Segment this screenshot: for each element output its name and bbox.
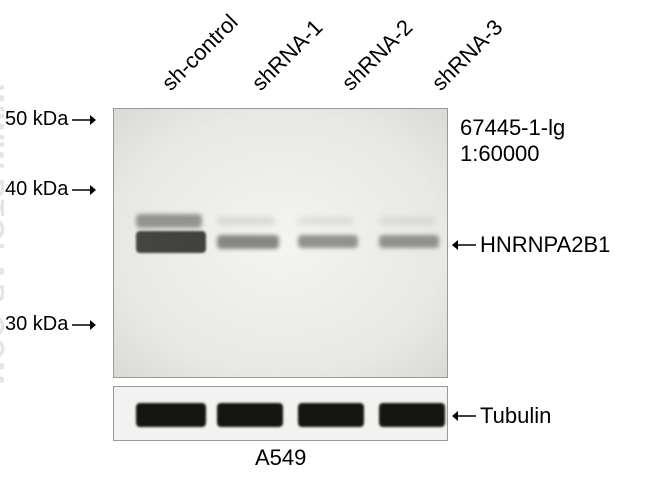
mw-marker: 40 kDa xyxy=(5,178,96,201)
mw-marker-label: 40 kDa xyxy=(5,178,68,201)
lane-label: shRNA-3 xyxy=(427,21,502,96)
protein-name: HNRNPA2B1 xyxy=(480,232,610,258)
arrow-left-icon xyxy=(452,238,476,252)
arrow-right-icon xyxy=(72,183,96,197)
mw-marker-label: 30 kDa xyxy=(5,313,68,336)
blot-band xyxy=(136,214,202,228)
main-blot-panel xyxy=(113,108,448,378)
antibody-info: 67445-1-lg 1:60000 xyxy=(460,115,565,167)
blot-band xyxy=(379,217,435,225)
blot-band xyxy=(136,231,206,253)
blot-band xyxy=(298,217,354,225)
protein-name: Tubulin xyxy=(480,403,551,429)
target-protein-label: HNRNPA2B1 xyxy=(452,232,610,258)
western-blot-figure: WWW.PTGLAB.COM sh-control shRNA-1 shRNA-… xyxy=(0,0,650,500)
antibody-dilution: 1:60000 xyxy=(460,141,565,167)
blot-band xyxy=(217,235,279,249)
blot-band xyxy=(217,403,283,427)
cell-line-label: A549 xyxy=(255,445,306,471)
mw-marker: 50 kDa xyxy=(5,108,96,131)
blot-area xyxy=(113,108,448,441)
blot-band xyxy=(217,217,275,225)
blot-band xyxy=(379,403,445,427)
lane-label: shRNA-1 xyxy=(247,21,322,96)
arrow-left-icon xyxy=(452,409,476,423)
lane-label: sh-control xyxy=(157,21,232,96)
loading-blot-panel xyxy=(113,386,448,441)
arrow-right-icon xyxy=(72,113,96,127)
antibody-catalog: 67445-1-lg xyxy=(460,115,565,141)
mw-marker-label: 50 kDa xyxy=(5,108,68,131)
mw-marker: 30 kDa xyxy=(5,313,96,336)
lane-labels-row: sh-control shRNA-1 shRNA-2 shRNA-3 xyxy=(135,10,455,36)
arrow-right-icon xyxy=(72,318,96,332)
lane-label: shRNA-2 xyxy=(337,21,412,96)
blot-band xyxy=(136,403,206,427)
blot-band xyxy=(298,403,364,427)
blot-band xyxy=(298,235,358,248)
loading-control-label: Tubulin xyxy=(452,403,551,429)
blot-band xyxy=(379,235,439,248)
